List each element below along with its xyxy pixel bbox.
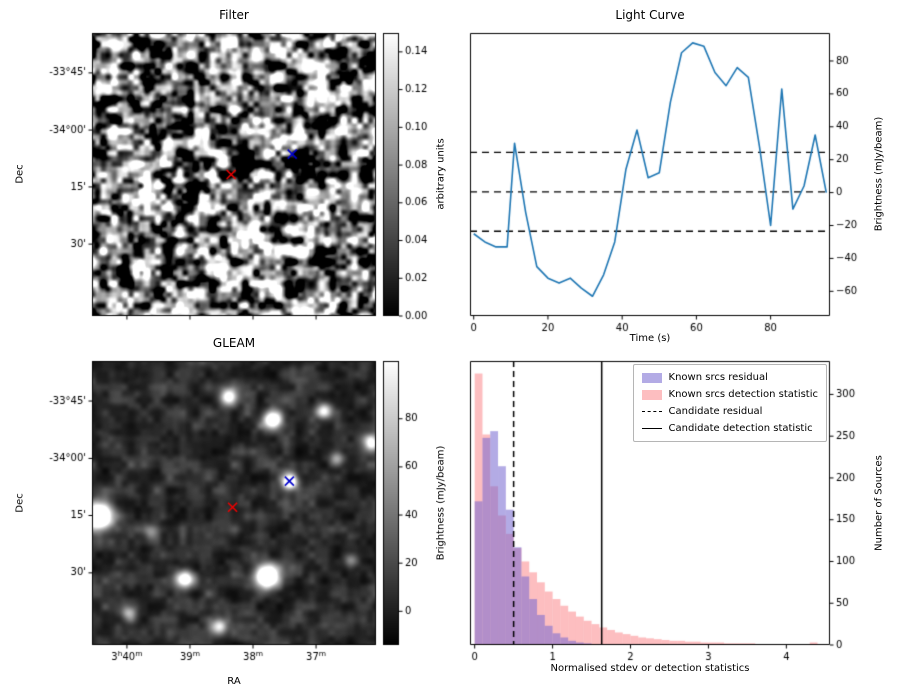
histogram-legend: Known srcs residual Known srcs detection…	[632, 364, 827, 442]
legend-label-candidate-residual: Candidate residual	[668, 406, 763, 417]
filter-ylabel: Dec	[14, 164, 26, 184]
legend-label-candidate-detstat: Candidate detection statistic	[668, 423, 813, 434]
legend-swatch-detstat	[641, 389, 662, 400]
legend-item-candidate-residual: Candidate residual	[641, 403, 818, 420]
lightcurve-title: Light Curve	[615, 8, 685, 22]
legend-solid-line-icon	[641, 428, 662, 429]
legend-item-known-residual: Known srcs residual	[641, 369, 818, 386]
gleam-xlabel: RA	[227, 676, 241, 687]
legend-item-candidate-detstat: Candidate detection statistic	[641, 420, 818, 437]
gleam-colorbar-label: Brightness (mJy/beam)	[435, 445, 447, 561]
legend-label-residual: Known srcs residual	[668, 372, 768, 383]
lightcurve-ylabel: Brightness (mJy/beam)	[873, 116, 885, 232]
gleam-ylabel: Dec	[14, 493, 26, 513]
filter-colorbar-label: arbitrary units	[435, 138, 447, 210]
legend-dashed-line-icon	[641, 411, 662, 412]
histogram-ylabel: Number of Sources	[873, 455, 885, 551]
legend-item-known-detstat: Known srcs detection statistic	[641, 386, 818, 403]
filter-title: Filter	[219, 8, 249, 22]
histogram-xlabel: Normalised stdev or detection statistics	[550, 663, 750, 674]
gleam-title: GLEAM	[212, 336, 256, 350]
legend-swatch-residual	[641, 372, 662, 383]
legend-label-detstat: Known srcs detection statistic	[668, 389, 818, 400]
lightcurve-xlabel: Time (s)	[629, 333, 671, 344]
